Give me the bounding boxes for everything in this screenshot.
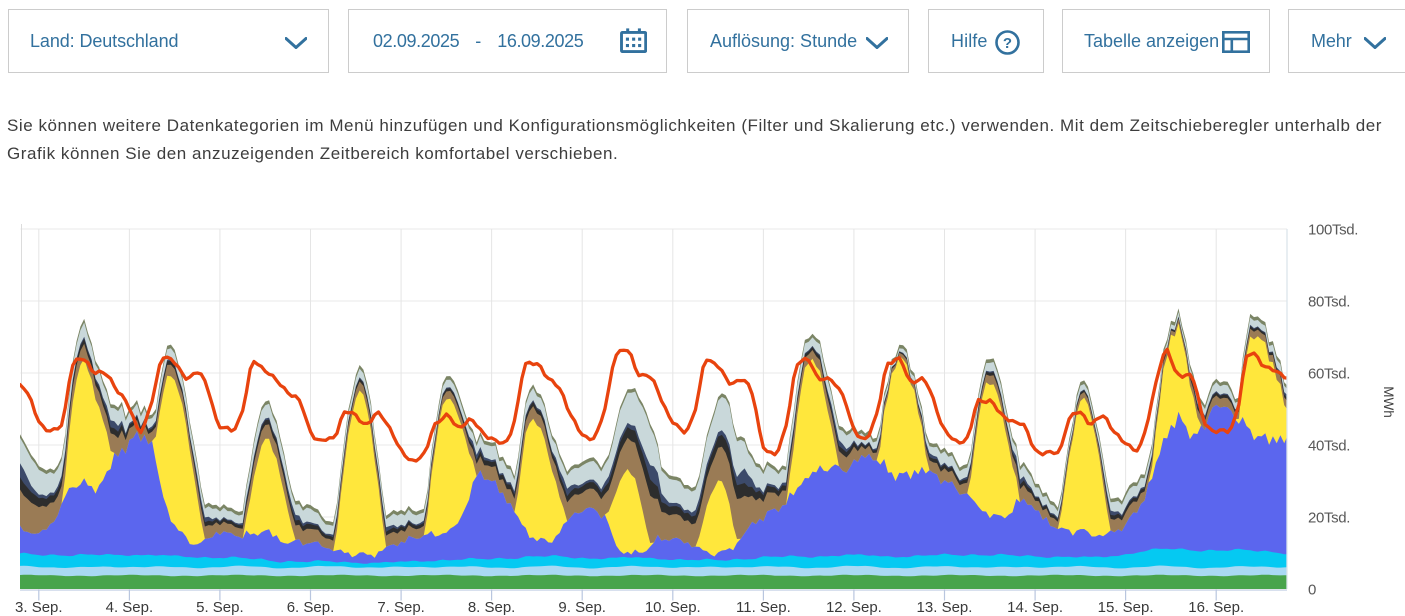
svg-text:14. Sep.: 14. Sep. [1007, 599, 1063, 616]
svg-text:4. Sep.: 4. Sep. [106, 599, 154, 616]
svg-text:0: 0 [1308, 582, 1316, 599]
svg-text:9. Sep.: 9. Sep. [558, 599, 606, 616]
svg-text:11. Sep.: 11. Sep. [736, 599, 791, 616]
svg-text:5. Sep.: 5. Sep. [196, 599, 244, 616]
svg-text:100Tsd.: 100Tsd. [1308, 222, 1358, 239]
svg-text:8. Sep.: 8. Sep. [468, 599, 516, 616]
svg-text:MWh: MWh [1381, 386, 1396, 418]
svg-text:60Tsd.: 60Tsd. [1308, 366, 1350, 383]
svg-text:6. Sep.: 6. Sep. [287, 599, 335, 616]
svg-text:3. Sep.: 3. Sep. [15, 599, 63, 616]
svg-text:40Tsd.: 40Tsd. [1308, 438, 1350, 455]
svg-text:13. Sep.: 13. Sep. [917, 599, 973, 616]
svg-text:20Tsd.: 20Tsd. [1308, 510, 1350, 527]
svg-text:15. Sep.: 15. Sep. [1098, 599, 1154, 616]
svg-text:7. Sep.: 7. Sep. [377, 599, 425, 616]
svg-text:16. Sep.: 16. Sep. [1188, 599, 1244, 616]
svg-text:?: ? [1003, 35, 1012, 52]
svg-text:12. Sep.: 12. Sep. [826, 599, 882, 616]
svg-text:10. Sep.: 10. Sep. [645, 599, 701, 616]
svg-text:80Tsd.: 80Tsd. [1308, 294, 1350, 311]
